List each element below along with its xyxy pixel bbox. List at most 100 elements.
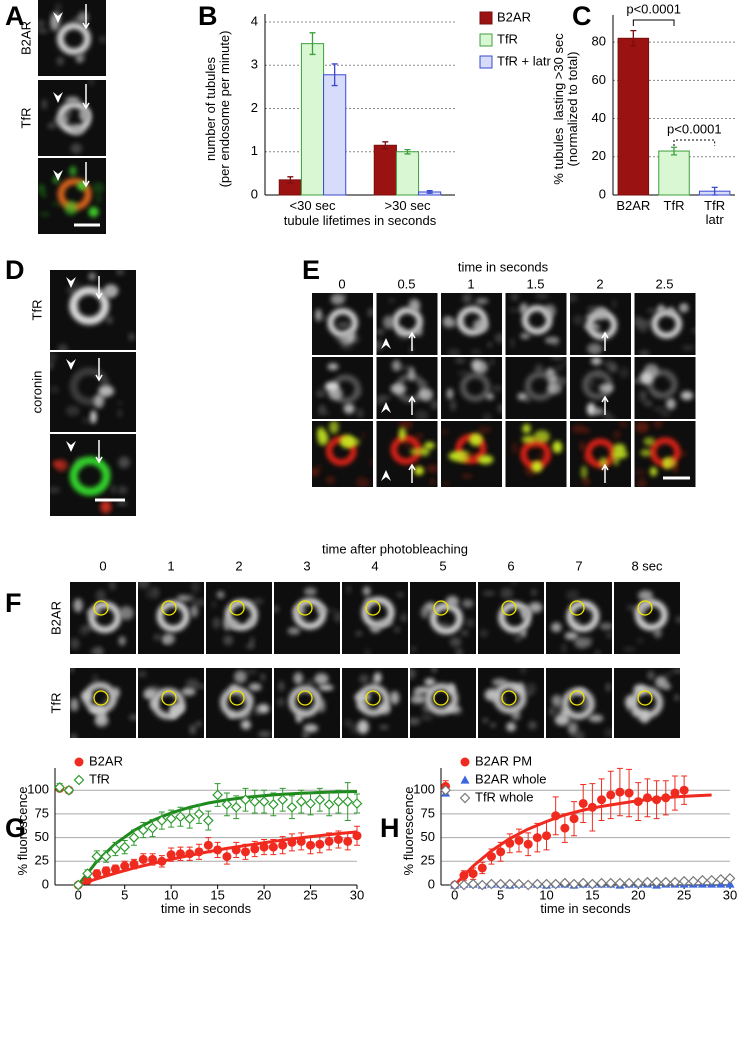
speckle xyxy=(316,392,326,397)
point xyxy=(63,784,75,796)
point xyxy=(323,799,335,810)
speckle xyxy=(245,668,258,675)
micrograph xyxy=(50,270,136,350)
spot xyxy=(56,114,70,125)
spot xyxy=(612,454,620,466)
spot xyxy=(303,587,317,596)
y-tick-label: 0 xyxy=(251,186,258,201)
panel-letter: F xyxy=(5,588,22,618)
speckle xyxy=(570,293,578,303)
micrograph xyxy=(441,421,502,487)
speckle xyxy=(549,706,555,717)
spot xyxy=(598,383,614,393)
speckle xyxy=(359,674,370,684)
legend-marker xyxy=(74,757,84,767)
speckle xyxy=(364,649,371,654)
point xyxy=(138,854,148,864)
spot xyxy=(653,628,662,638)
micrograph xyxy=(50,352,136,432)
micrograph xyxy=(614,668,680,738)
spot xyxy=(424,441,435,450)
point xyxy=(230,801,242,813)
speckle xyxy=(634,468,647,477)
speckle xyxy=(430,478,435,486)
speckle xyxy=(479,629,489,638)
speckle xyxy=(604,728,612,738)
point xyxy=(577,877,589,889)
spot xyxy=(511,709,521,721)
speckle xyxy=(500,587,514,599)
micrograph xyxy=(441,357,502,419)
panel-letter: A xyxy=(5,1,25,31)
speckle xyxy=(512,445,518,456)
legend-label: TfR + latr xyxy=(497,53,551,68)
micrograph xyxy=(274,582,340,654)
spot xyxy=(639,709,650,724)
speckle xyxy=(639,390,647,402)
micrograph xyxy=(505,421,567,487)
micrograph xyxy=(505,357,567,419)
bleach-roi xyxy=(569,690,585,706)
point xyxy=(249,796,261,807)
spot xyxy=(639,371,653,385)
spot xyxy=(370,623,381,633)
speckle xyxy=(510,337,515,349)
speckle xyxy=(465,618,476,628)
speckle xyxy=(396,592,405,598)
speckle xyxy=(337,321,351,329)
speckle xyxy=(41,192,47,198)
spot xyxy=(390,383,407,395)
spot xyxy=(88,206,99,218)
point xyxy=(296,836,306,846)
row-label: coronin xyxy=(29,371,44,414)
ring xyxy=(521,305,553,335)
speckle xyxy=(95,589,107,601)
spot xyxy=(98,385,115,397)
spot xyxy=(448,451,463,461)
spot xyxy=(414,466,424,476)
micrograph xyxy=(546,668,612,738)
arrow-tip xyxy=(82,102,90,110)
micrograph xyxy=(410,668,476,738)
spot xyxy=(662,683,671,690)
speckle xyxy=(571,424,586,434)
spot xyxy=(419,388,433,402)
speckle xyxy=(78,626,90,636)
y-tick-label: 60 xyxy=(592,72,606,87)
point xyxy=(550,878,562,890)
bleach-roi xyxy=(569,600,585,616)
spot xyxy=(574,636,590,649)
spot xyxy=(362,586,371,596)
speckle xyxy=(50,361,54,370)
y-tick-label: 100 xyxy=(27,782,49,797)
speckle xyxy=(608,363,618,373)
point xyxy=(459,871,469,881)
y-axis-label: % fluorescence xyxy=(401,786,416,875)
speckle xyxy=(612,430,621,440)
point xyxy=(468,869,478,879)
speckle xyxy=(455,647,463,654)
point xyxy=(559,877,571,889)
y-tick-label: 75 xyxy=(421,805,435,820)
spot xyxy=(287,627,301,635)
arrow-tip xyxy=(408,395,416,403)
speckle xyxy=(367,307,373,318)
error-bar xyxy=(711,186,718,196)
spot xyxy=(649,466,658,477)
arrowhead xyxy=(381,470,391,481)
speckle xyxy=(572,314,585,326)
speckle xyxy=(109,582,116,591)
spot xyxy=(471,358,482,371)
speckle xyxy=(410,668,417,680)
speckle xyxy=(520,668,527,674)
spot xyxy=(240,719,251,730)
time-label: 1.5 xyxy=(526,276,544,291)
speckle xyxy=(38,19,45,29)
spot xyxy=(70,125,85,136)
spot xyxy=(547,382,562,395)
spot xyxy=(303,724,319,733)
spot xyxy=(354,692,371,702)
bleach-roi xyxy=(93,600,109,616)
point xyxy=(92,869,102,879)
bar xyxy=(300,43,325,196)
